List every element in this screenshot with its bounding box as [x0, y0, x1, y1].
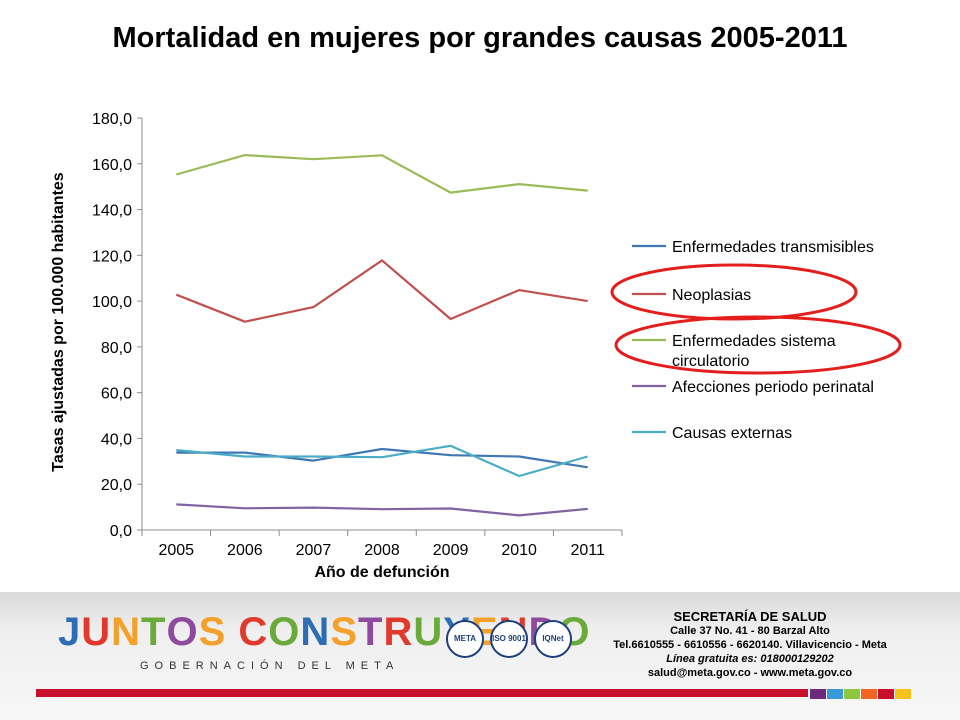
contact-address: Calle 37 No. 41 - 80 Barzal Alto [670, 625, 830, 637]
logo-letter: O [268, 610, 301, 654]
contact-phone: Tel.6610555 - 6610556 - 6620140. Villavi… [613, 639, 887, 651]
logo-letter [226, 612, 238, 652]
iqnet-certification-icon: IQNet [534, 620, 572, 658]
legend-label: Enfermedades transmisibles [672, 239, 874, 256]
y-tick-label: 0,0 [110, 523, 132, 540]
x-tick-label: 2011 [571, 542, 606, 559]
series-line [176, 444, 589, 478]
x-tick-label: 2008 [364, 542, 400, 559]
x-axis-title: Año de defunción [314, 564, 449, 581]
color-square [810, 689, 826, 699]
y-tick-label: 100,0 [92, 294, 132, 311]
chart-axes: 0,0 20,0 40,0 60,0 80,0 100,0 120,0 140,0 160,0 1… [50, 111, 623, 581]
footer-stripe [36, 689, 808, 697]
contact-email: salud@meta.gov.co - www.meta.gov.co [647, 667, 853, 679]
y-tick-label: 180,0 [92, 111, 132, 128]
juntos-construyendo-logo: JUNTOS CONSTRUYENDO [58, 612, 591, 652]
series-line [176, 447, 588, 469]
contact-hotline: Línea gratuita es: 018000129202 [666, 653, 834, 665]
meta-seal-icon: META [446, 620, 484, 658]
logo-letter: N [111, 610, 142, 654]
y-tick-label: 80,0 [101, 340, 132, 357]
contact-title: SECRETARÍA DE SALUD [673, 609, 827, 624]
contact-block: SECRETARÍA DE SALUD Calle 37 No. 41 - 80… [590, 610, 910, 680]
chart-title: Mortalidad en mujeres por grandes causas… [112, 22, 848, 54]
line-chart: 0,0 20,0 40,0 60,0 80,0 100,0 120,0 140,0 160,0 1… [50, 111, 902, 581]
y-tick-label: 160,0 [92, 157, 132, 174]
y-tick-label: 20,0 [101, 477, 132, 494]
gobernacion-meta-label: GOBERNACIÓN DEL META [140, 660, 400, 672]
logo-letter: R [383, 610, 414, 654]
legend-label: Causas externas [672, 425, 792, 442]
series-line [176, 503, 588, 517]
logo-letter: U [81, 610, 112, 654]
y-tick-label: 60,0 [101, 386, 132, 403]
footer-banner: JUNTOS CONSTRUYENDO GOBERNACIÓN DEL META… [0, 592, 960, 720]
y-tick-label: 120,0 [92, 248, 132, 265]
color-square [844, 689, 860, 699]
logo-letter: U [413, 610, 444, 654]
logo-letter: T [141, 610, 167, 654]
y-axis-title: Tasas ajustadas por 100.000 habitantes [50, 172, 67, 472]
x-tick-label: 2007 [296, 542, 332, 559]
series-lines [175, 154, 589, 517]
iso-certification-icon: ISO 9001 [490, 620, 528, 658]
x-tick-label: 2006 [227, 542, 263, 559]
series-line [176, 154, 588, 194]
highlight-neoplasias [610, 263, 858, 321]
x-tick-label: 2010 [501, 542, 537, 559]
color-square [827, 689, 843, 699]
logo-letter: N [300, 610, 331, 654]
highlight-circles [610, 263, 902, 375]
logo-letter: C [238, 610, 269, 654]
logo-letter: S [198, 610, 227, 654]
color-square [895, 689, 911, 699]
legend-label: circulatorio [672, 353, 749, 370]
legend-label: Neoplasias [672, 287, 751, 304]
series-line [175, 259, 588, 323]
color-square [878, 689, 894, 699]
logo-letter: J [58, 610, 82, 654]
logo-letter: O [166, 610, 199, 654]
logo-letter: S [330, 610, 358, 654]
x-tick-label: 2009 [433, 542, 469, 559]
legend-label: Afecciones periodo perinatal [672, 379, 874, 396]
x-tick-label: 2005 [158, 542, 194, 559]
logo-letter: T [358, 610, 384, 654]
y-tick-label: 40,0 [101, 431, 132, 448]
highlight-circulatorio [614, 315, 902, 375]
legend-label: Enfermedades sistema [672, 333, 836, 350]
chart-legend: Enfermedades transmisibles Neoplasias Enfe… [632, 239, 874, 442]
color-square [861, 689, 877, 699]
y-tick-label: 140,0 [92, 203, 132, 220]
